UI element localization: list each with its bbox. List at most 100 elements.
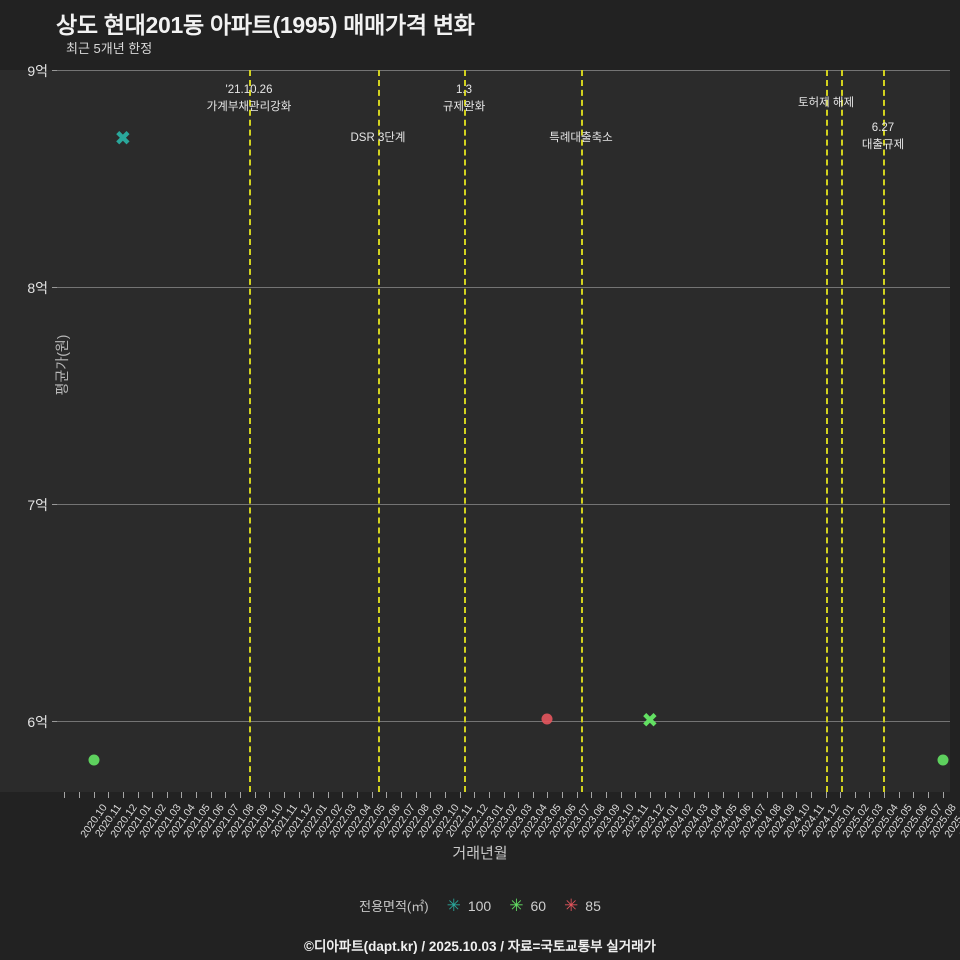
x-axis-tick-mark (796, 792, 798, 798)
event-line-label-line: 1.3 (455, 84, 472, 96)
event-line (378, 70, 380, 792)
x-axis-tick-mark (269, 792, 271, 798)
x-axis-tick-mark (474, 792, 476, 798)
x-axis-tick-mark (723, 792, 725, 798)
event-line-label-line: 가계부채관리강화 (206, 100, 292, 113)
event-line (826, 70, 828, 792)
x-axis-tick-mark (298, 792, 300, 798)
x-axis-tick-mark (898, 792, 900, 798)
x-axis-tick-mark (137, 792, 139, 798)
x-axis-tick-mark (942, 792, 944, 798)
x-axis: 2020.10 2020.11 2020.12 2021.01 2021.02 2021.… (57, 792, 960, 852)
x-axis-tick-mark (693, 792, 695, 798)
x-axis-tick-mark (283, 792, 285, 798)
y-axis-tick-label: 6억 (27, 714, 48, 730)
x-axis-tick-mark (840, 792, 842, 798)
data-point-circle (541, 713, 553, 725)
x-axis-tick-mark (913, 792, 915, 798)
event-line-label-line: '21.10.26 (225, 84, 273, 96)
legend-item[interactable]: ✳ 60 (509, 897, 546, 914)
x-axis-tick-mark (649, 792, 651, 798)
x-axis-tick-mark (488, 792, 490, 798)
x-axis-tick-mark (108, 792, 110, 798)
data-point-x: ✖ (641, 710, 659, 732)
event-line-label-line: 대출규제 (861, 138, 905, 151)
x-axis-tick-mark (635, 792, 637, 798)
x-axis-tick-mark (196, 792, 198, 798)
x-axis-tick-mark (825, 792, 827, 798)
x-axis-tick-mark (503, 792, 505, 798)
event-line-label-line: 6.27 (871, 122, 895, 134)
event-line (883, 70, 885, 792)
x-axis-tick-mark (357, 792, 359, 798)
event-line-label-line: 토허제 해제 (797, 97, 855, 109)
x-axis-tick-mark (342, 792, 344, 798)
x-axis-tick-mark (444, 792, 446, 798)
y-axis-tick-label: 7억 (27, 497, 48, 513)
x-axis-tick-mark (93, 792, 95, 798)
x-axis-tick-mark (254, 792, 256, 798)
x-axis-tick-mark (78, 792, 80, 798)
x-axis-tick-mark (708, 792, 710, 798)
y-axis-tick-mark (52, 70, 57, 71)
legend-marker-icon: ✳ (509, 896, 524, 915)
x-axis-tick-mark (854, 792, 856, 798)
footer-credit: ©디아파트(dapt.kr) / 2025.10.03 / 자료=국토교통부 실… (304, 939, 656, 954)
x-axis-tick-mark (532, 792, 534, 798)
x-axis-tick-mark (591, 792, 593, 798)
x-axis-tick-mark (401, 792, 403, 798)
event-line (841, 70, 843, 792)
x-axis-tick-mark (767, 792, 768, 798)
x-axis-tick-mark (166, 792, 168, 798)
x-axis-tick-mark (605, 792, 607, 798)
y-axis-tick-label: 8억 (27, 280, 48, 296)
x-axis-tick-mark (518, 792, 520, 798)
x-axis-tick-mark (928, 792, 930, 798)
legend-marker-icon: ✳ (446, 896, 461, 915)
event-line-label: 6.27 대출규제 (862, 120, 904, 153)
legend-item[interactable]: ✳ 100 (447, 897, 492, 914)
event-line (464, 70, 466, 792)
gridline (57, 70, 950, 71)
x-axis-tick-mark (239, 792, 241, 798)
x-axis-tick-mark (327, 792, 329, 798)
event-line-label-line: DSR 3단계 (350, 132, 406, 144)
event-line (249, 70, 251, 792)
event-line-label: DSR 3단계 (350, 130, 405, 147)
chart-subtitle: 최근 5개년 한정 (66, 41, 153, 56)
x-axis-tick-mark (810, 792, 812, 798)
legend-label: 85 (585, 897, 601, 914)
event-line-label: 특례대출축소 (549, 130, 612, 147)
event-line-label: 토허제 해제 (798, 95, 854, 112)
y-axis-title: 평균가(원) (54, 334, 70, 396)
x-axis-tick-mark (884, 792, 886, 798)
legend-item[interactable]: ✳ 85 (564, 897, 601, 914)
x-axis-tick-mark (181, 792, 183, 798)
x-axis-tick-mark (371, 792, 373, 798)
gridline (57, 287, 950, 288)
x-axis-title: 거래년월 (452, 845, 508, 862)
x-axis-tick-mark (664, 792, 666, 798)
x-axis-tick-mark (415, 792, 417, 798)
x-axis-tick-mark (576, 792, 578, 798)
event-line-label-line: 규제완화 (442, 100, 486, 113)
x-axis-tick-mark (122, 792, 124, 798)
gridline (57, 504, 950, 505)
x-axis-tick-mark (430, 792, 432, 798)
event-line-label: 1.3 규제완화 (443, 82, 485, 115)
legend-title: 전용면적(㎡) (359, 899, 429, 914)
x-axis-tick-mark (64, 792, 66, 798)
legend: 전용면적(㎡) ✳ 100 ✳ 60 ✳ 85 (0, 896, 960, 915)
chart-title: 상도 현대201동 아파트(1995) 매매가격 변화 (56, 12, 475, 38)
x-axis-tick-mark (547, 792, 549, 798)
event-line-label: '21.10.26 가계부채관리강화 (207, 82, 292, 115)
x-axis-tick-mark (679, 792, 681, 798)
x-axis-tick-mark (620, 792, 622, 798)
y-axis-tick-mark (52, 287, 57, 288)
x-axis-tick-mark (737, 792, 739, 798)
data-point-circle (88, 754, 100, 766)
legend-marker-icon: ✳ (564, 896, 579, 915)
data-point-x: ✖ (114, 128, 132, 151)
